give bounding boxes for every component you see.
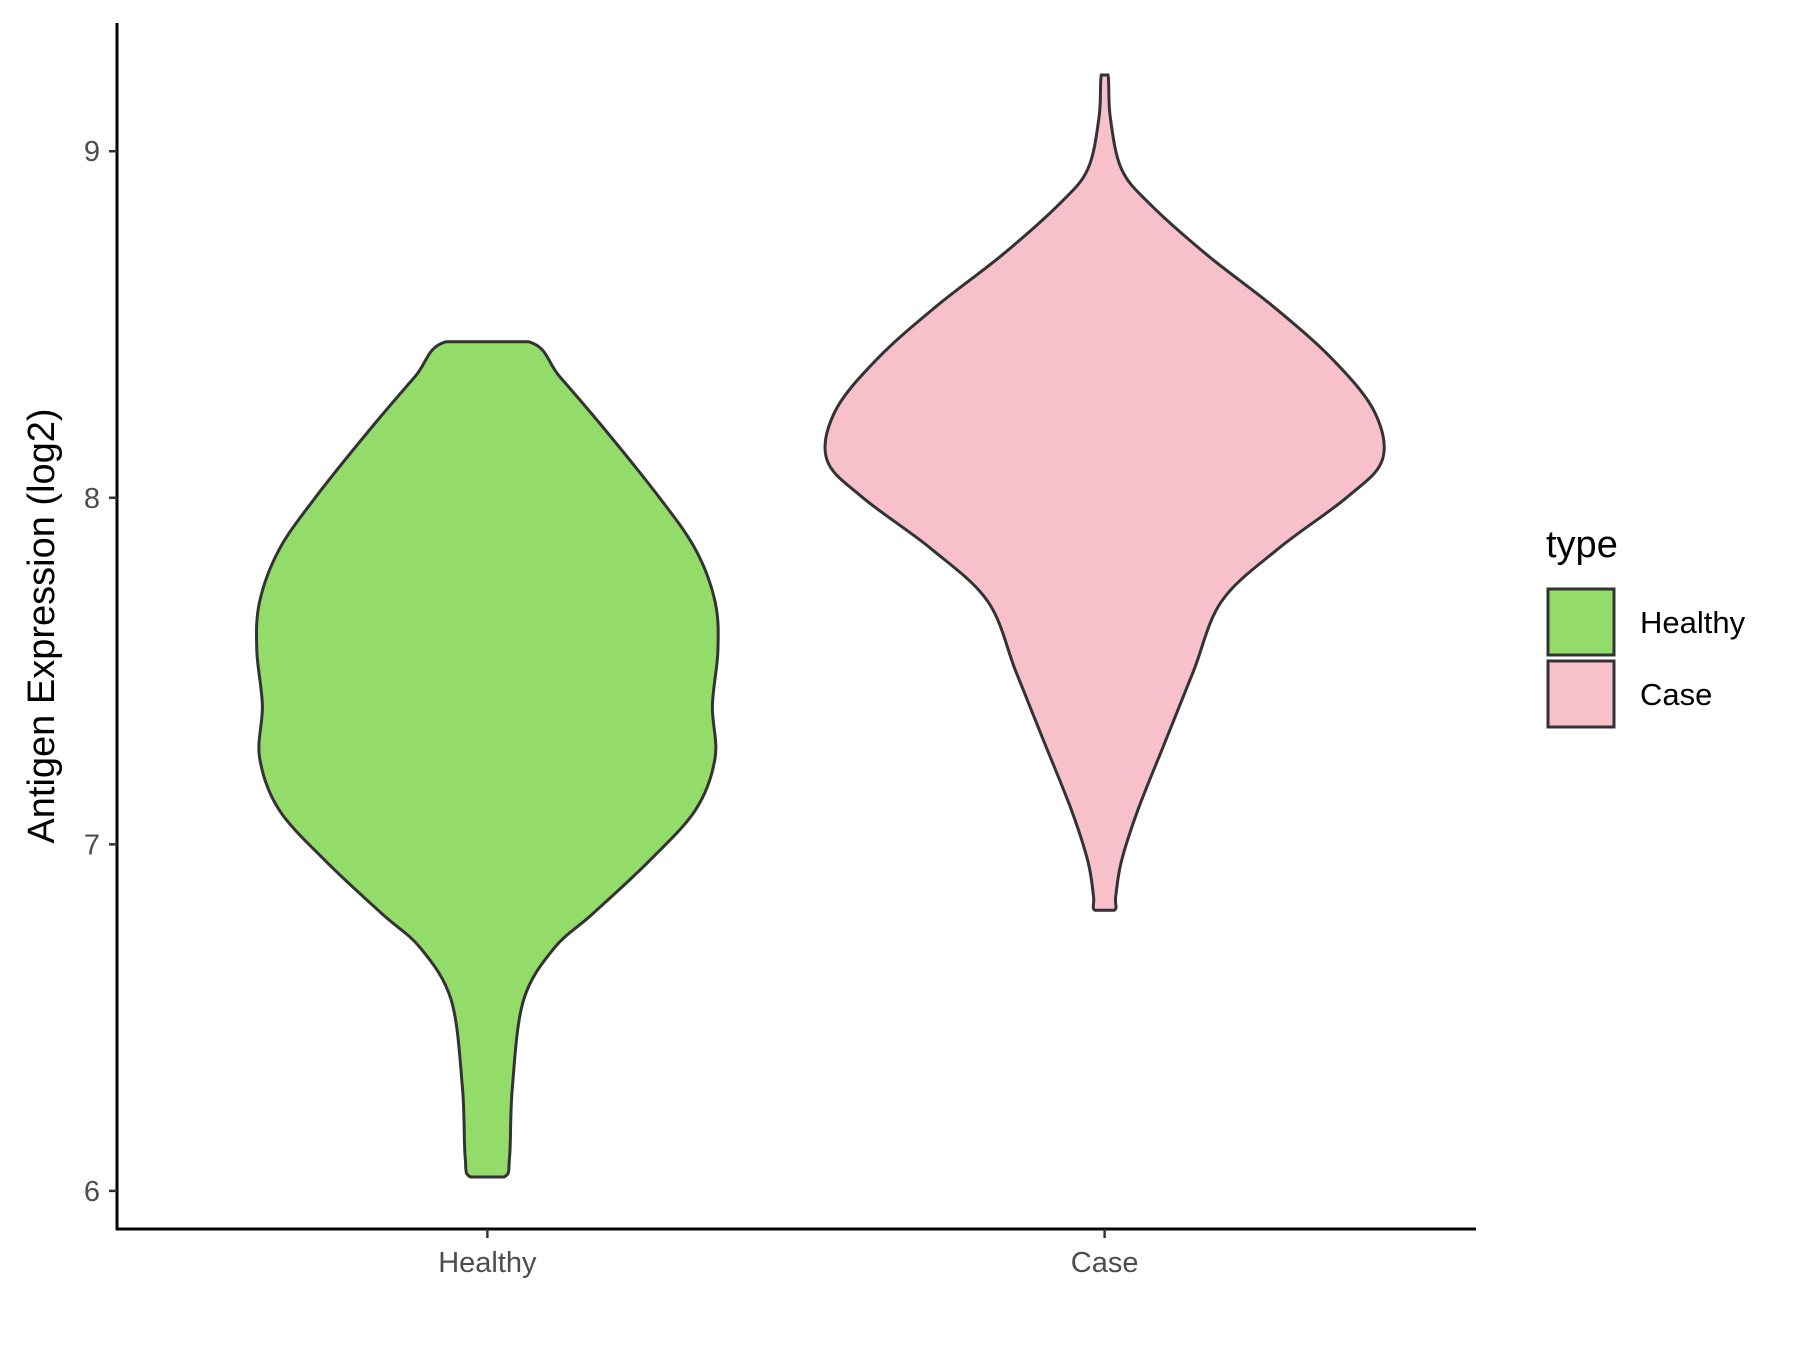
x-axis-ticks: Healthy Case bbox=[438, 1229, 1138, 1279]
y-tick-label: 9 bbox=[84, 136, 100, 168]
legend-label-case: Case bbox=[1640, 677, 1712, 712]
legend: type Healthy Case bbox=[1546, 524, 1746, 729]
violins-layer bbox=[254, 73, 1386, 1179]
x-tick-label: Healthy bbox=[438, 1247, 537, 1279]
x-tick-label: Case bbox=[1071, 1247, 1139, 1279]
legend-title: type bbox=[1546, 524, 1618, 566]
legend-swatch-case bbox=[1546, 659, 1616, 729]
y-tick-label: 7 bbox=[84, 829, 100, 861]
y-tick-label: 8 bbox=[84, 483, 100, 515]
legend-swatch-healthy bbox=[1546, 587, 1616, 657]
y-tick-label: 6 bbox=[84, 1176, 100, 1208]
y-axis-ticks: 6 7 8 9 bbox=[84, 136, 117, 1208]
violin-case bbox=[823, 73, 1386, 912]
violin-healthy bbox=[254, 340, 720, 1179]
legend-label-healthy: Healthy bbox=[1640, 605, 1746, 640]
y-axis-title: Antigen Expression (log2) bbox=[21, 408, 63, 843]
